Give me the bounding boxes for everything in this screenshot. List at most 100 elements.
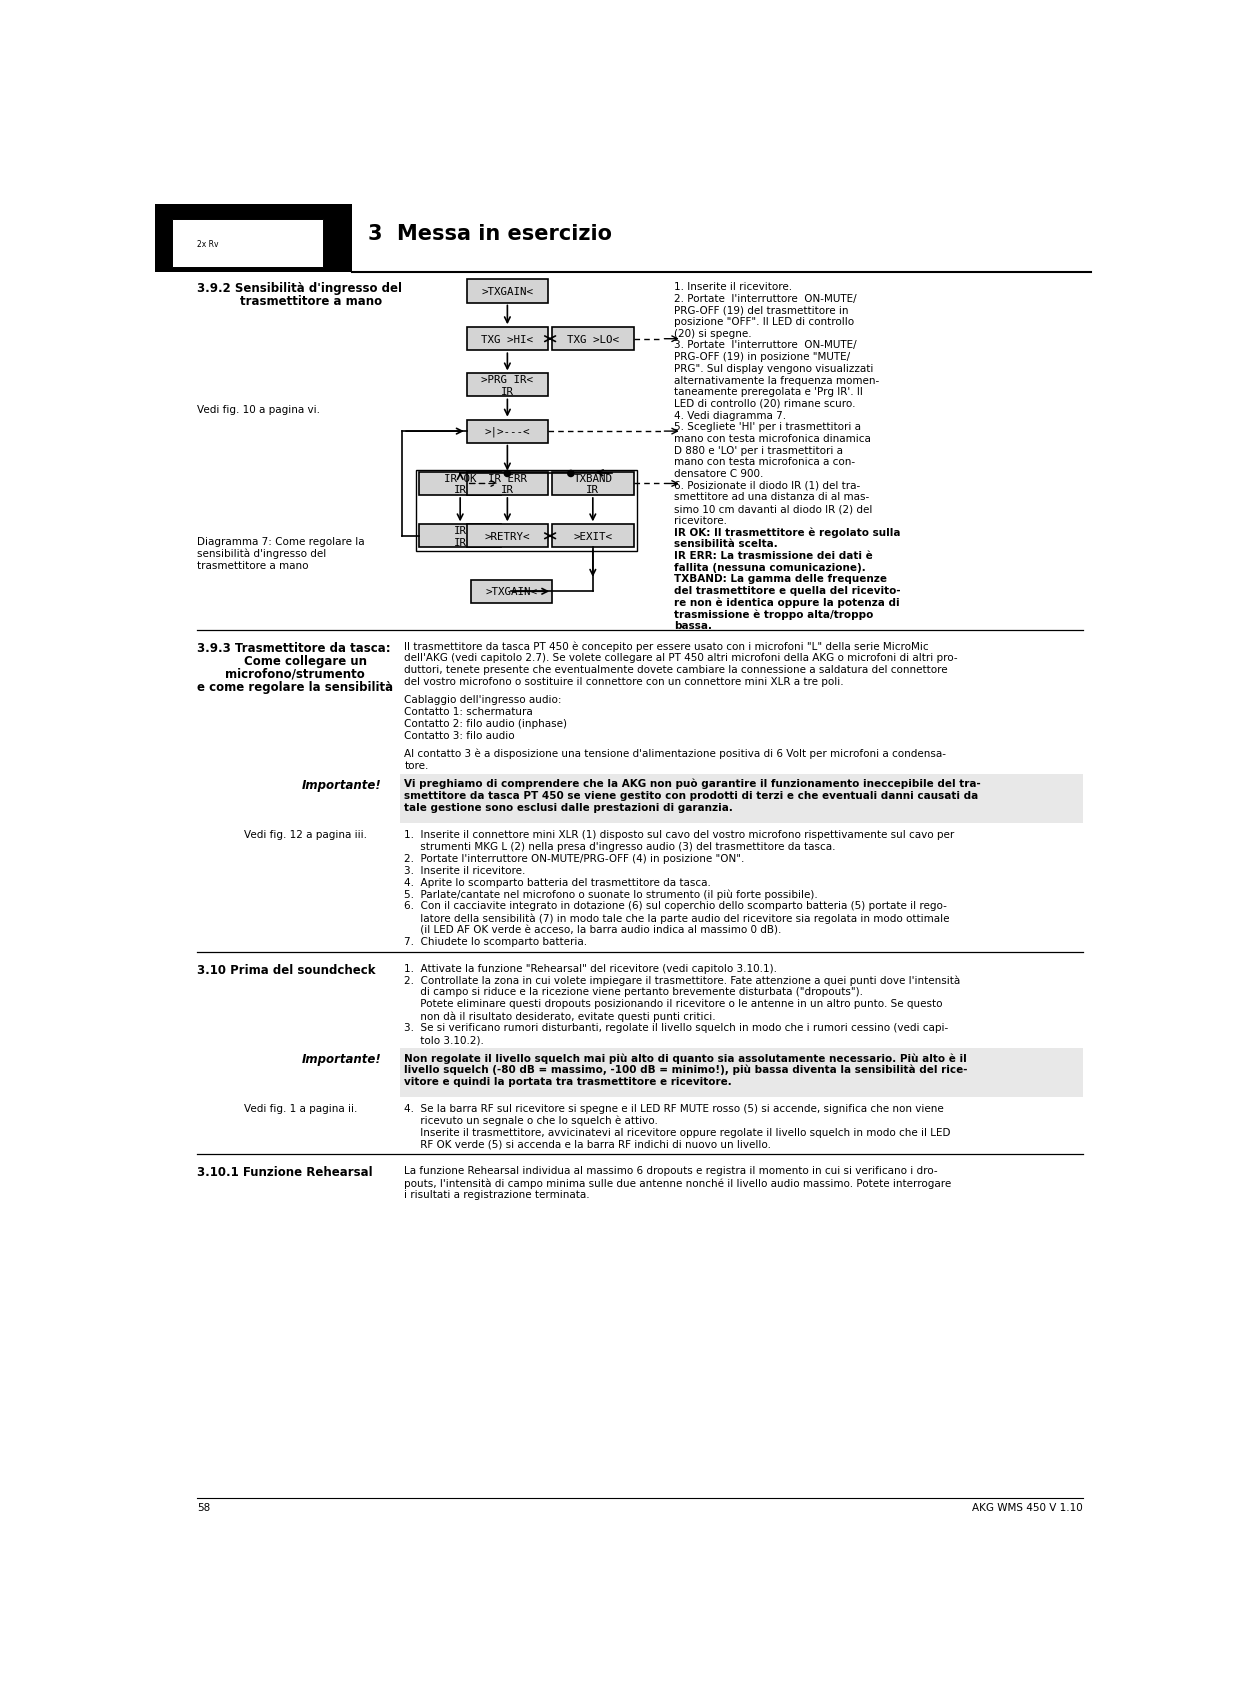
Text: smettitore ad una distanza di al mas-: smettitore ad una distanza di al mas- bbox=[673, 492, 869, 502]
Text: posizione "OFF". Il LED di controllo: posizione "OFF". Il LED di controllo bbox=[673, 318, 854, 326]
Text: AKG WMS 450 V 1.10: AKG WMS 450 V 1.10 bbox=[973, 1502, 1083, 1512]
Text: fallita (nessuna comunicazione).: fallita (nessuna comunicazione). bbox=[673, 562, 865, 572]
Text: Come collegare un: Come collegare un bbox=[244, 654, 366, 667]
Text: 3.10 Prima del soundcheck: 3.10 Prima del soundcheck bbox=[197, 963, 376, 976]
Text: 7.  Chiudete lo scomparto batteria.: 7. Chiudete lo scomparto batteria. bbox=[405, 937, 587, 947]
Text: mano con testa microfonica dinamica: mano con testa microfonica dinamica bbox=[673, 434, 870, 444]
Text: Vedi fig. 10 a pagina vi.: Vedi fig. 10 a pagina vi. bbox=[197, 405, 321, 415]
Text: RF OK verde (5) si accenda e la barra RF indichi di nuovo un livello.: RF OK verde (5) si accenda e la barra RF… bbox=[405, 1139, 771, 1149]
Text: 5. Scegliete 'HI' per i trasmettitori a: 5. Scegliete 'HI' per i trasmettitori a bbox=[673, 422, 860, 432]
Text: TXBAND
IR: TXBAND IR bbox=[573, 473, 613, 495]
Bar bbox=[400, 1048, 1083, 1098]
Bar bbox=[552, 473, 634, 495]
Text: tore.: tore. bbox=[405, 760, 428, 770]
Text: sensibilità d'ingresso del: sensibilità d'ingresso del bbox=[197, 548, 327, 558]
Text: 2.  Controllate la zona in cui volete impiegare il trasmettitore. Fate attenzion: 2. Controllate la zona in cui volete imp… bbox=[405, 975, 961, 985]
Text: >|>---<: >|>---< bbox=[484, 427, 530, 437]
Text: livello squelch (-80 dB = massimo, -100 dB = minimo!), più bassa diventa la sens: livello squelch (-80 dB = massimo, -100 … bbox=[405, 1065, 968, 1075]
Text: 1.  Inserite il connettore mini XLR (1) disposto sul cavo del vostro microfono r: 1. Inserite il connettore mini XLR (1) d… bbox=[405, 830, 954, 840]
Text: ricevitore.: ricevitore. bbox=[673, 516, 727, 526]
Text: Inserite il trasmettitore, avvicinatevi al ricevitore oppure regolate il livello: Inserite il trasmettitore, avvicinatevi … bbox=[405, 1127, 951, 1137]
Text: Contatto 2: filo audio (inphase): Contatto 2: filo audio (inphase) bbox=[405, 719, 567, 729]
Bar bbox=[552, 526, 634, 548]
Text: >TXGAIN<: >TXGAIN< bbox=[485, 587, 537, 597]
Text: PRG-OFF (19) del trasmettitore in: PRG-OFF (19) del trasmettitore in bbox=[673, 306, 848, 316]
Text: Potete eliminare questi dropouts posizionando il ricevitore o le antenne in un a: Potete eliminare questi dropouts posizio… bbox=[405, 999, 943, 1009]
Bar bbox=[172, 220, 323, 268]
Text: Non regolate il livello squelch mai più alto di quanto sia assolutamente necessa: Non regolate il livello squelch mai più … bbox=[405, 1053, 967, 1063]
Text: taneamente preregolata e 'Prg IR'. Il: taneamente preregolata e 'Prg IR'. Il bbox=[673, 387, 863, 398]
Text: 1.  Attivate la funzione "Rehearsal" del ricevitore (vedi capitolo 3.10.1).: 1. Attivate la funzione "Rehearsal" del … bbox=[405, 963, 777, 973]
Text: tolo 3.10.2).: tolo 3.10.2). bbox=[405, 1034, 484, 1045]
Bar bbox=[467, 526, 548, 548]
Text: trasmettitore a mano: trasmettitore a mano bbox=[240, 295, 383, 307]
Text: pouts, l'intensità di campo minima sulle due antenne nonché il livello audio mas: pouts, l'intensità di campo minima sulle… bbox=[405, 1178, 952, 1188]
Text: re non è identica oppure la potenza di: re non è identica oppure la potenza di bbox=[673, 597, 900, 608]
Text: IR OK: Il trasmettitore è regolato sulla: IR OK: Il trasmettitore è regolato sulla bbox=[673, 527, 900, 538]
Text: trasmettitore a mano: trasmettitore a mano bbox=[197, 560, 308, 570]
Text: Al contatto 3 è a disposizione una tensione d'alimentazione positiva di 6 Volt p: Al contatto 3 è a disposizione una tensi… bbox=[405, 749, 946, 760]
Text: sensibilità scelta.: sensibilità scelta. bbox=[673, 539, 777, 550]
Text: 6.  Con il cacciavite integrato in dotazione (6) sul coperchio dello scomparto b: 6. Con il cacciavite integrato in dotazi… bbox=[405, 901, 947, 912]
Text: 6. Posizionate il diodo IR (1) del tra-: 6. Posizionate il diodo IR (1) del tra- bbox=[673, 480, 860, 490]
Text: densatore C 900.: densatore C 900. bbox=[673, 469, 764, 480]
Text: 3  Messa in esercizio: 3 Messa in esercizio bbox=[368, 224, 612, 244]
Text: IR ERR: La trasmissione dei dati è: IR ERR: La trasmissione dei dati è bbox=[673, 551, 873, 560]
Text: mano con testa microfonica a con-: mano con testa microfonica a con- bbox=[673, 457, 855, 468]
Text: di campo si riduce e la ricezione viene pertanto brevemente disturbata ("dropout: di campo si riduce e la ricezione viene … bbox=[405, 987, 863, 997]
Text: 3.10.1 Funzione Rehearsal: 3.10.1 Funzione Rehearsal bbox=[197, 1166, 373, 1178]
Text: bassa.: bassa. bbox=[673, 621, 712, 632]
Text: strumenti MKG L (2) nella presa d'ingresso audio (3) del trasmettitore da tasca.: strumenti MKG L (2) nella presa d'ingres… bbox=[405, 842, 836, 852]
Text: La funzione Rehearsal individua al massimo 6 dropouts e registra il momento in c: La funzione Rehearsal individua al massi… bbox=[405, 1166, 938, 1176]
Text: Cablaggio dell'ingresso audio:: Cablaggio dell'ingresso audio: bbox=[405, 695, 562, 705]
Text: 2x Rv: 2x Rv bbox=[197, 239, 219, 249]
Text: 58: 58 bbox=[197, 1502, 210, 1512]
Text: 2. Portate  l'interruttore  ON-MUTE/: 2. Portate l'interruttore ON-MUTE/ bbox=[673, 294, 857, 304]
Text: 4. Vedi diagramma 7.: 4. Vedi diagramma 7. bbox=[673, 410, 786, 420]
Bar bbox=[400, 775, 1083, 823]
Text: TXBAND: La gamma delle frequenze: TXBAND: La gamma delle frequenze bbox=[673, 574, 886, 584]
Text: TXG >LO<: TXG >LO< bbox=[567, 335, 619, 345]
Text: e come regolare la sensibilità: e come regolare la sensibilità bbox=[197, 681, 394, 693]
Text: Vedi fig. 12 a pagina iii.: Vedi fig. 12 a pagina iii. bbox=[244, 830, 366, 840]
Text: PRG-OFF (19) in posizione "MUTE/: PRG-OFF (19) in posizione "MUTE/ bbox=[673, 352, 851, 362]
Text: 3.9.3 Trasmettitore da tasca:: 3.9.3 Trasmettitore da tasca: bbox=[197, 642, 391, 654]
Text: IR
IR: IR IR bbox=[453, 526, 467, 548]
Bar bbox=[467, 328, 548, 352]
Bar bbox=[552, 328, 634, 352]
Text: IR OK
IR: IR OK IR bbox=[444, 473, 477, 495]
Text: >PRG IR<
IR: >PRG IR< IR bbox=[482, 376, 534, 396]
Text: (20) si spegne.: (20) si spegne. bbox=[673, 328, 751, 338]
Bar bbox=[420, 526, 501, 548]
Bar bbox=[467, 280, 548, 304]
Text: D 880 e 'LO' per i trasmettitori a: D 880 e 'LO' per i trasmettitori a bbox=[673, 446, 843, 456]
Text: i risultati a registrazione terminata.: i risultati a registrazione terminata. bbox=[405, 1190, 591, 1200]
Bar bbox=[467, 420, 548, 444]
Text: >TXGAIN<: >TXGAIN< bbox=[482, 287, 534, 297]
Bar bbox=[470, 580, 552, 604]
Bar bbox=[416, 471, 638, 551]
Text: 1. Inserite il ricevitore.: 1. Inserite il ricevitore. bbox=[673, 282, 792, 292]
Text: Diagramma 7: Come regolare la: Diagramma 7: Come regolare la bbox=[197, 536, 365, 546]
Text: microfono/strumento: microfono/strumento bbox=[224, 667, 364, 681]
Bar bbox=[467, 374, 548, 398]
Text: dell'AKG (vedi capitolo 2.7). Se volete collegare al PT 450 altri microfoni dell: dell'AKG (vedi capitolo 2.7). Se volete … bbox=[405, 654, 958, 662]
Text: duttori, tenete presente che eventualmente dovete cambiare la connessione a sald: duttori, tenete presente che eventualmen… bbox=[405, 666, 948, 674]
Text: 3.9.2 Sensibilità d'ingresso del: 3.9.2 Sensibilità d'ingresso del bbox=[197, 282, 402, 295]
Text: (il LED AF OK verde è acceso, la barra audio indica al massimo 0 dB).: (il LED AF OK verde è acceso, la barra a… bbox=[405, 925, 781, 935]
Text: >EXIT<: >EXIT< bbox=[573, 531, 613, 541]
Text: del trasmettitore e quella del ricevito-: del trasmettitore e quella del ricevito- bbox=[673, 586, 900, 596]
Text: alternativamente la frequenza momen-: alternativamente la frequenza momen- bbox=[673, 376, 879, 386]
Text: 4.  Aprite lo scomparto batteria del trasmettitore da tasca.: 4. Aprite lo scomparto batteria del tras… bbox=[405, 877, 711, 888]
Text: ricevuto un segnale o che lo squelch è attivo.: ricevuto un segnale o che lo squelch è a… bbox=[405, 1115, 659, 1127]
Text: smettitore da tasca PT 450 se viene gestito con prodotti di terzi e che eventual: smettitore da tasca PT 450 se viene gest… bbox=[405, 790, 978, 801]
Text: del vostro microfono o sostituire il connettore con un connettore mini XLR a tre: del vostro microfono o sostituire il con… bbox=[405, 678, 844, 686]
Text: tale gestione sono esclusi dalle prestazioni di garanzia.: tale gestione sono esclusi dalle prestaz… bbox=[405, 802, 733, 813]
Text: >RETRY<: >RETRY< bbox=[484, 531, 530, 541]
Text: LED di controllo (20) rimane scuro.: LED di controllo (20) rimane scuro. bbox=[673, 399, 855, 408]
Text: latore della sensibilità (7) in modo tale che la parte audio del ricevitore sia : latore della sensibilità (7) in modo tal… bbox=[405, 913, 950, 923]
Circle shape bbox=[504, 471, 510, 478]
Bar bbox=[155, 205, 353, 273]
Text: Importante!: Importante! bbox=[302, 778, 381, 792]
Text: 4.  Se la barra RF sul ricevitore si spegne e il LED RF MUTE rosso (5) si accend: 4. Se la barra RF sul ricevitore si speg… bbox=[405, 1103, 945, 1113]
